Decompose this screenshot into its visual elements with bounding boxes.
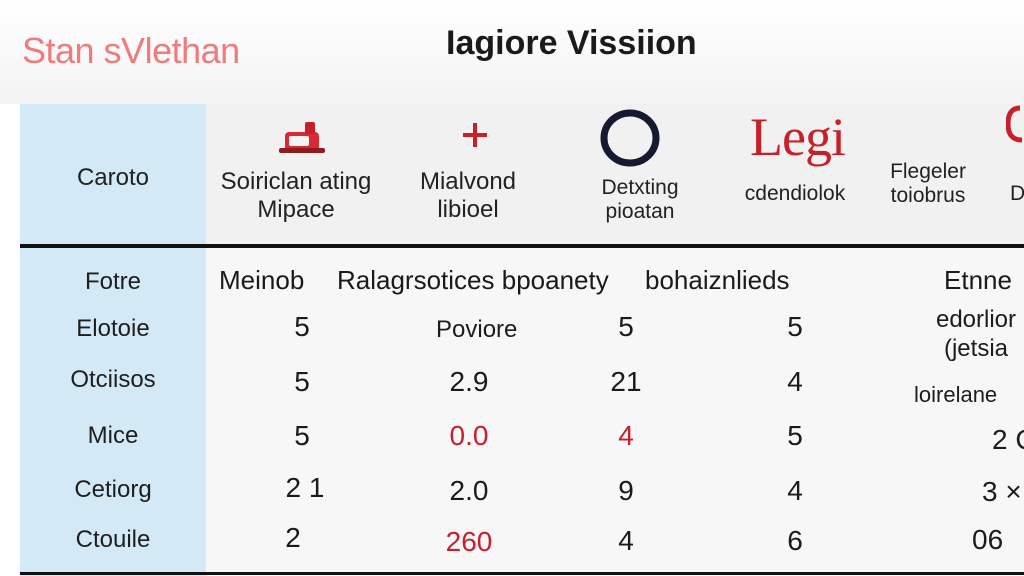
row-label-column <box>20 104 206 576</box>
table-cell: 6 <box>787 525 803 556</box>
header-col-1-label: Soiriclan ating Mipace <box>220 168 372 223</box>
logo-wordmark: Legi <box>750 107 846 167</box>
table-cell: 4 <box>787 366 803 397</box>
corner-label: Caroto <box>76 164 150 191</box>
header-col-4-label: cdendiolok <box>744 182 846 205</box>
ring-icon <box>598 108 662 173</box>
table-cell: Poviore <box>436 316 518 343</box>
table-cell: 2 <box>285 522 301 553</box>
table-cell: edorlior (jetsia <box>935 306 1017 362</box>
row-label: Elotoie <box>76 315 150 342</box>
row-label: Ctouile <box>75 526 151 553</box>
row-label: Mice <box>87 422 139 449</box>
header-col-3-label: Detxting pioatan <box>601 176 679 224</box>
table-cell: 06 <box>972 524 1004 555</box>
table-cell: 0.0 <box>449 420 489 451</box>
table-cell: 21 <box>610 366 642 397</box>
top-band <box>0 0 1024 104</box>
table-cell: 5 <box>618 311 634 342</box>
table-cell: 4 <box>787 475 803 506</box>
partial-icon <box>1005 104 1024 153</box>
subheader-row-label: Fotre <box>84 268 141 295</box>
table-cell: 5 <box>787 420 803 451</box>
header-band <box>206 104 1024 244</box>
header-divider <box>20 244 1024 248</box>
table-cell: 4 <box>618 420 634 451</box>
table-bottom-rule <box>20 572 1024 575</box>
machine-icon <box>275 118 331 163</box>
row-label: Otciisos <box>70 366 156 393</box>
table-cell: 9 <box>618 475 634 506</box>
header-col-5-label: Flegeler toiobrus <box>890 160 966 208</box>
table-cell: 2.9 <box>449 366 489 397</box>
subheader-col-2: Ralagrsotices bpoanety <box>337 265 609 295</box>
table-cell: 2 C <box>992 424 1024 455</box>
page-title: Iagiore Vissiion <box>446 24 697 62</box>
table-cell: 4 <box>618 525 634 556</box>
table-cell: 5 <box>294 420 310 451</box>
table-cell: 5 <box>787 311 803 342</box>
brand-logo: Stan sVlethan <box>22 30 240 71</box>
header-col-6-label: D <box>1010 182 1024 205</box>
table-cell: 5 <box>294 366 310 397</box>
table-cell: loirelane <box>914 382 998 407</box>
table-cell: 5 <box>294 311 310 342</box>
table-cell: 3 × <box>982 476 1022 507</box>
table-cell: 2.0 <box>449 475 489 506</box>
subheader-col-4: Etnne <box>944 265 1012 295</box>
row-label: Cetiorg <box>74 476 152 503</box>
table-cell: 2 1 <box>285 472 325 503</box>
subheader-col-1: Meinob <box>219 265 305 295</box>
plus-icon <box>460 120 490 155</box>
header-col-2-label: Mialvond libioel <box>419 168 517 223</box>
table-cell: 260 <box>445 526 493 557</box>
subheader-col-3: bohaiznlieds <box>645 265 790 295</box>
